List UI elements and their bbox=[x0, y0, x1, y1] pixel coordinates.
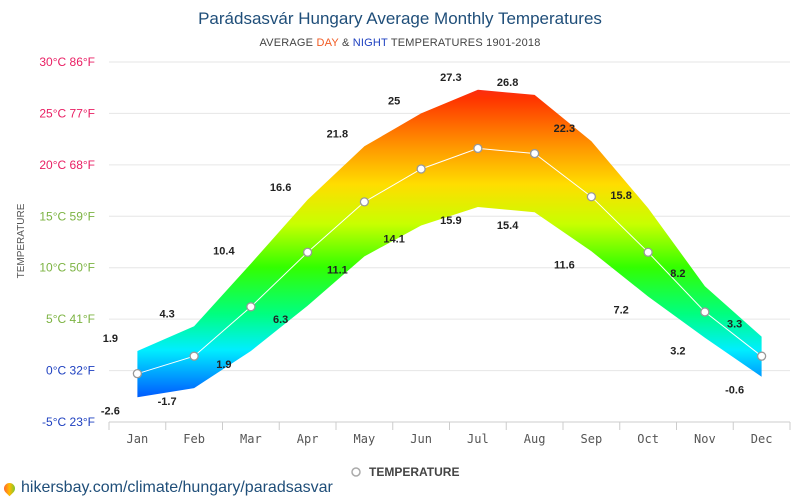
average-point bbox=[756, 351, 767, 361]
x-tick-label: Jan bbox=[127, 432, 149, 446]
night-value-label: 15.9 bbox=[440, 215, 461, 227]
night-value-label: -1.7 bbox=[158, 396, 177, 408]
night-value-label: 11.6 bbox=[554, 259, 575, 271]
y-axis-label: TEMPERATURE bbox=[16, 203, 27, 278]
subtitle-day: DAY bbox=[316, 37, 339, 49]
y-tick-label: 0°C 32°F bbox=[46, 364, 95, 378]
x-tick-label: Jul bbox=[467, 432, 489, 446]
map-pin-icon bbox=[1, 480, 18, 496]
day-value-label: 22.3 bbox=[554, 123, 575, 135]
y-tick-label: 25°C 77°F bbox=[39, 106, 95, 120]
chart-title: Parádsasvár Hungary Average Monthly Temp… bbox=[198, 9, 602, 28]
x-tick-label: Feb bbox=[183, 432, 205, 446]
average-line bbox=[132, 143, 767, 379]
x-axis: Jan Feb Mar Apr May Jun Jul Aug Sep Oct Nov Dec bbox=[108, 421, 791, 446]
day-value-label: 10.4 bbox=[213, 246, 235, 258]
night-value-label: 11.1 bbox=[327, 264, 348, 276]
night-value-label: 6.3 bbox=[273, 314, 288, 326]
day-value-label: 26.8 bbox=[497, 77, 518, 89]
average-point bbox=[132, 369, 143, 379]
day-value-label: 4.3 bbox=[159, 308, 174, 320]
legend[interactable]: TEMPERATURE bbox=[351, 465, 459, 479]
day-value-label: 25 bbox=[388, 95, 400, 107]
day-value-label: 3.3 bbox=[727, 319, 742, 331]
night-value-label: -0.6 bbox=[725, 385, 744, 397]
average-point bbox=[189, 351, 199, 361]
y-tick-label: 30°C 86°F bbox=[39, 55, 95, 69]
night-value-label: 1.9 bbox=[216, 359, 231, 371]
average-point bbox=[643, 247, 653, 257]
night-value-label: -2.6 bbox=[101, 405, 120, 417]
x-tick-label: Dec bbox=[751, 432, 773, 446]
average-point bbox=[416, 164, 426, 174]
y-tick-label: -5°C 23°F bbox=[42, 415, 95, 429]
subtitle-night: NIGHT bbox=[353, 37, 388, 49]
y-tick-label: 10°C 50°F bbox=[39, 261, 95, 275]
y-tick-label: 20°C 68°F bbox=[39, 158, 95, 172]
average-point bbox=[700, 307, 710, 317]
night-value-label: 14.1 bbox=[383, 234, 404, 246]
data-labels: 1.9 4.3 10.4 16.6 21.8 25 27.3 26.8 22.3 15.8 8.2 3… bbox=[101, 72, 744, 418]
average-point bbox=[586, 192, 597, 202]
x-tick-label: Apr bbox=[297, 432, 319, 446]
y-tick-label: 15°C 59°F bbox=[39, 209, 95, 223]
average-point bbox=[359, 197, 370, 207]
x-tick-label: Aug bbox=[524, 432, 546, 446]
temperature-band bbox=[137, 89, 762, 398]
x-tick-label: Nov bbox=[694, 432, 716, 446]
average-point bbox=[473, 143, 483, 154]
night-value-label: 3.2 bbox=[670, 346, 685, 358]
day-value-label: 27.3 bbox=[440, 72, 461, 84]
x-tick-label: Sep bbox=[581, 432, 603, 446]
x-tick-label: Oct bbox=[637, 432, 659, 446]
day-value-label: 1.9 bbox=[103, 333, 118, 345]
day-value-label: 16.6 bbox=[270, 182, 291, 194]
legend-marker bbox=[351, 467, 361, 477]
day-value-label: 8.2 bbox=[670, 268, 685, 280]
day-night-band bbox=[137, 89, 762, 398]
day-value-label: 21.8 bbox=[327, 128, 348, 140]
y-axis-ticks: 30°C 86°F 25°C 77°F 20°C 68°F 15°C 59°F 10°C… bbox=[39, 55, 95, 429]
night-value-label: 15.4 bbox=[497, 220, 519, 232]
night-value-label: 7.2 bbox=[613, 305, 628, 317]
average-point bbox=[529, 148, 540, 159]
x-tick-label: Mar bbox=[240, 432, 262, 446]
chart-subtitle: AVERAGE DAY & NIGHT TEMPERATURES 1901-20… bbox=[259, 37, 540, 49]
average-series-line bbox=[137, 147, 762, 375]
footer-text[interactable]: hikersbay.com/climate/hungary/paradsasva… bbox=[21, 479, 333, 496]
y-tick-label: 5°C 41°F bbox=[46, 312, 95, 326]
average-point bbox=[246, 302, 256, 312]
x-tick-label: May bbox=[354, 432, 376, 446]
x-tick-label: Jun bbox=[410, 432, 432, 446]
footer-link[interactable]: hikersbay.com/climate/hungary/paradsasva… bbox=[1, 479, 333, 497]
average-point bbox=[302, 247, 313, 257]
legend-label: TEMPERATURE bbox=[369, 465, 459, 479]
day-value-label: 15.8 bbox=[610, 190, 631, 202]
